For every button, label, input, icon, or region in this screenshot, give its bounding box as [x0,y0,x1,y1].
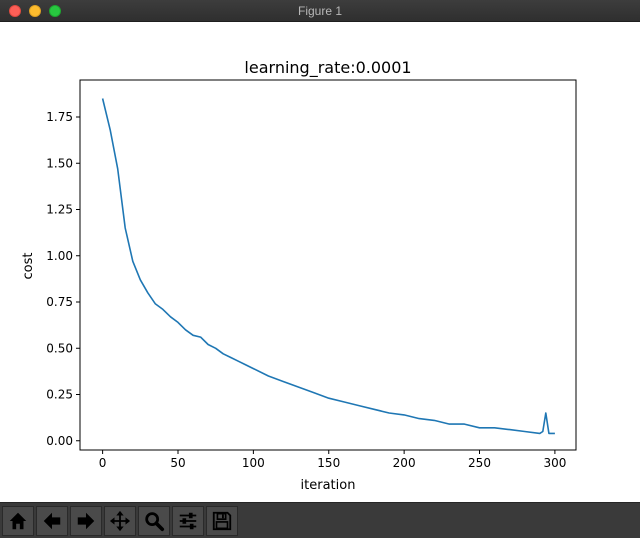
minimize-window-button[interactable] [29,5,41,17]
configure-subplots-button[interactable] [172,506,204,536]
figure-canvas[interactable]: learning_rate:0.0001 0 50 100 150 200 250 300 … [0,22,640,502]
y-tick-label: 1.25 [46,203,73,217]
x-axis-ticks: 0 50 100 150 200 250 300 [99,450,566,470]
forward-button[interactable] [70,506,102,536]
home-icon [9,512,27,530]
line-chart: learning_rate:0.0001 0 50 100 150 200 250 300 … [21,58,577,493]
arrow-left-icon [43,512,61,530]
y-tick-label: 1.00 [46,249,73,263]
y-tick-label: 0.75 [46,295,73,309]
navigation-toolbar [0,502,640,538]
sliders-icon [179,512,197,530]
series-layer [101,98,555,435]
x-tick-label: 100 [242,456,265,470]
window-titlebar: Figure 1 [0,0,640,22]
x-tick-label: 300 [543,456,566,470]
floppy-disk-icon [212,511,232,531]
close-window-button[interactable] [9,5,21,17]
chart-title: learning_rate:0.0001 [244,58,411,78]
maximize-window-button[interactable] [49,5,61,17]
y-tick-label: 0.50 [46,341,73,355]
x-axis-label: iteration [301,478,356,493]
y-axis-label: cost [21,253,36,280]
y-axis-ticks: 0.00 0.25 0.50 0.75 1.00 1.25 1.50 1.75 [46,110,80,448]
arrow-right-icon [77,512,95,530]
y-tick-label: 0.25 [46,388,73,402]
x-tick-label: 250 [468,456,491,470]
plot-area [79,79,577,451]
zoom-button[interactable] [138,506,170,536]
x-tick-label: 200 [393,456,416,470]
pan-button[interactable] [104,506,136,536]
x-tick-label: 50 [170,456,185,470]
y-tick-label: 1.50 [46,156,73,170]
save-button[interactable] [206,506,238,536]
y-tick-label: 1.75 [46,110,73,124]
move-icon [109,510,131,532]
y-tick-label: 0.00 [46,434,73,448]
home-button[interactable] [2,506,34,536]
magnifier-icon [145,512,165,532]
x-tick-label: 0 [99,456,107,470]
series-line-cost [101,98,555,435]
window-title: Figure 1 [297,4,343,18]
back-button[interactable] [36,506,68,536]
x-tick-label: 150 [317,456,340,470]
